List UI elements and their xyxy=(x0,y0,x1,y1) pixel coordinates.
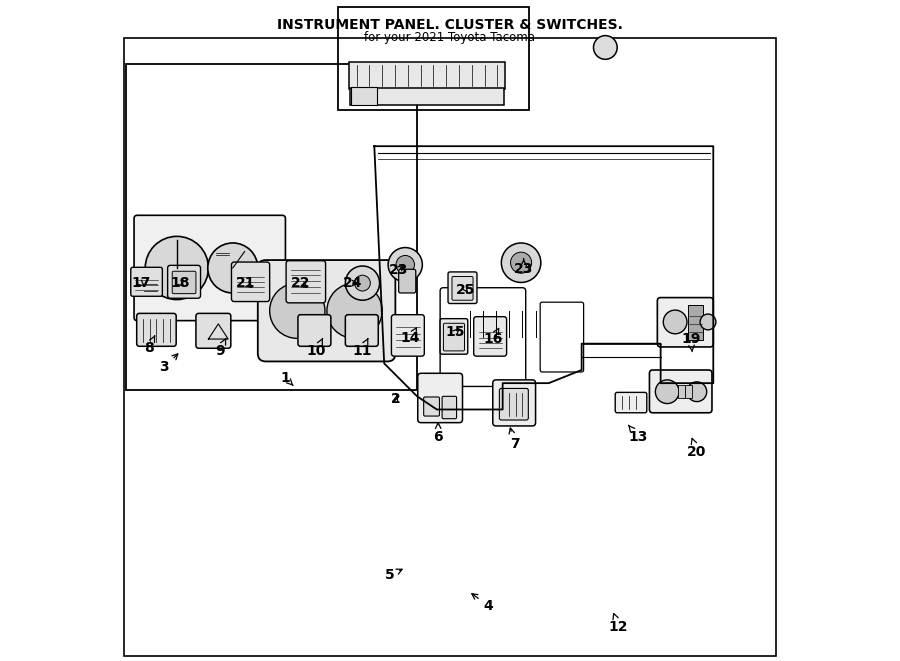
Circle shape xyxy=(145,237,209,299)
FancyBboxPatch shape xyxy=(298,315,331,346)
FancyBboxPatch shape xyxy=(231,262,270,301)
Text: 5: 5 xyxy=(384,568,402,582)
Text: 16: 16 xyxy=(483,329,502,346)
Text: 9: 9 xyxy=(215,338,226,358)
FancyBboxPatch shape xyxy=(130,267,162,296)
Text: 24: 24 xyxy=(343,276,363,290)
Circle shape xyxy=(208,243,257,293)
Text: 25: 25 xyxy=(456,283,475,297)
FancyBboxPatch shape xyxy=(442,397,456,418)
Circle shape xyxy=(327,283,382,338)
Circle shape xyxy=(593,36,617,59)
FancyBboxPatch shape xyxy=(493,380,536,426)
FancyBboxPatch shape xyxy=(167,265,201,298)
FancyBboxPatch shape xyxy=(500,389,528,420)
FancyBboxPatch shape xyxy=(418,373,463,422)
Circle shape xyxy=(663,310,687,334)
FancyBboxPatch shape xyxy=(440,319,468,354)
FancyBboxPatch shape xyxy=(346,315,378,346)
Text: 1: 1 xyxy=(281,371,293,385)
Circle shape xyxy=(396,255,415,274)
Text: 17: 17 xyxy=(130,276,150,290)
FancyBboxPatch shape xyxy=(473,317,507,356)
Circle shape xyxy=(355,275,371,291)
FancyBboxPatch shape xyxy=(172,271,196,293)
FancyBboxPatch shape xyxy=(350,88,504,104)
Text: 21: 21 xyxy=(236,276,256,290)
Text: 11: 11 xyxy=(352,338,372,358)
Text: 4: 4 xyxy=(472,594,493,613)
Text: 23: 23 xyxy=(389,263,409,277)
FancyBboxPatch shape xyxy=(424,397,439,416)
FancyBboxPatch shape xyxy=(444,323,464,351)
Text: 2: 2 xyxy=(392,392,400,406)
Text: 13: 13 xyxy=(628,425,648,444)
FancyBboxPatch shape xyxy=(257,260,395,362)
FancyBboxPatch shape xyxy=(448,272,477,303)
Text: 18: 18 xyxy=(170,276,190,290)
Text: 14: 14 xyxy=(400,328,420,346)
FancyBboxPatch shape xyxy=(679,385,685,399)
FancyBboxPatch shape xyxy=(137,313,176,346)
FancyBboxPatch shape xyxy=(399,269,416,293)
Text: 3: 3 xyxy=(159,354,178,374)
FancyBboxPatch shape xyxy=(688,305,704,340)
Text: 20: 20 xyxy=(687,438,707,459)
FancyBboxPatch shape xyxy=(349,62,505,89)
Text: for your 2021 Toyota Tacoma: for your 2021 Toyota Tacoma xyxy=(364,31,536,44)
FancyBboxPatch shape xyxy=(452,276,473,300)
Circle shape xyxy=(510,253,532,273)
Text: 8: 8 xyxy=(144,336,155,355)
Text: 22: 22 xyxy=(291,276,310,290)
FancyBboxPatch shape xyxy=(685,385,691,399)
Text: 15: 15 xyxy=(446,325,465,340)
FancyBboxPatch shape xyxy=(134,215,285,321)
Text: 12: 12 xyxy=(608,613,628,634)
Circle shape xyxy=(655,380,680,404)
Text: INSTRUMENT PANEL. CLUSTER & SWITCHES.: INSTRUMENT PANEL. CLUSTER & SWITCHES. xyxy=(277,18,623,32)
Circle shape xyxy=(346,266,380,300)
FancyBboxPatch shape xyxy=(196,313,230,348)
Circle shape xyxy=(388,248,422,282)
Circle shape xyxy=(700,314,716,330)
Circle shape xyxy=(270,283,325,338)
Text: 10: 10 xyxy=(307,338,326,358)
FancyBboxPatch shape xyxy=(650,370,712,412)
Circle shape xyxy=(687,382,707,402)
Text: 7: 7 xyxy=(509,428,519,451)
FancyBboxPatch shape xyxy=(351,87,377,105)
FancyBboxPatch shape xyxy=(657,297,714,347)
FancyBboxPatch shape xyxy=(616,393,647,412)
Circle shape xyxy=(501,243,541,282)
Text: 23: 23 xyxy=(514,259,534,276)
Text: 6: 6 xyxy=(433,423,443,444)
Text: 19: 19 xyxy=(681,332,700,352)
FancyBboxPatch shape xyxy=(392,315,424,356)
FancyBboxPatch shape xyxy=(286,260,326,303)
